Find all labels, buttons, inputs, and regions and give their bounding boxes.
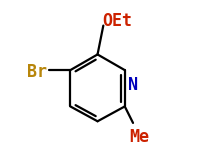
Text: OEt: OEt bbox=[102, 12, 132, 31]
Text: Me: Me bbox=[129, 128, 149, 146]
Text: Br: Br bbox=[27, 63, 46, 81]
Text: N: N bbox=[128, 76, 137, 94]
